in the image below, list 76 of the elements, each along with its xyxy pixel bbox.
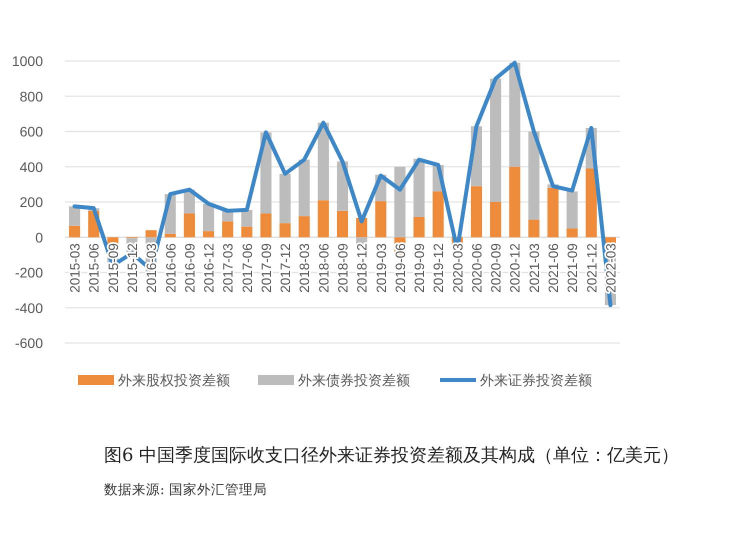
bar [509,166,520,238]
bar [280,174,291,224]
x-tick-label: 2018-12 [354,243,370,293]
x-tick-label: 2017-03 [220,243,236,293]
bar [69,226,80,238]
bar [298,160,310,216]
y-tick-label: 600 [20,124,44,140]
x-tick-label: 2019-12 [431,243,446,293]
x-tick-label: 2018-09 [336,243,350,293]
bar [394,166,406,238]
bar [146,230,157,238]
x-tick-label: 2019-03 [374,243,389,293]
y-tick-label: -200 [14,264,44,280]
x-tick-label: 2015-06 [86,243,102,293]
bar [490,78,502,202]
legend-label: 外来债券投资差额 [298,372,410,388]
bar [566,228,578,238]
bar [164,234,176,238]
y-tick-label: 400 [20,158,44,175]
x-tick-label: 2019-06 [392,243,408,293]
bar [566,191,578,228]
bar [280,223,291,238]
x-tick-label: 2016-12 [202,243,217,293]
x-tick-label: 2015-03 [68,243,83,293]
x-tick-label: 2021-09 [565,243,580,293]
bar [547,188,559,238]
text: 图6 中国季度国际收支口径外来证券投资差额及其构成（单位：亿美元） [104,445,680,466]
bar [202,204,214,232]
x-tick-label: 2017-09 [258,243,274,293]
y-tick-label: -600 [14,335,44,351]
bar [528,220,540,238]
bar [222,221,234,238]
x-tick-label: 2020-06 [469,243,484,293]
x-tick-label: 2020-12 [508,243,523,293]
bar [509,62,520,167]
y-tick-label: 0 [35,229,44,246]
bar [260,213,272,238]
x-tick-label: 2018-06 [316,243,332,293]
x-tick-label: 2022-03 [603,243,618,293]
bar [490,202,502,238]
bar [586,168,597,238]
y-tick-label: -400 [14,300,44,316]
x-tick-label: 2016-03 [144,243,160,293]
x-tick-label: 2019-09 [412,243,428,293]
x-tick-label: 2021-12 [584,243,600,293]
bar [336,210,348,238]
bar [318,200,329,238]
x-tick-label: 2016-09 [182,243,198,293]
bar [470,186,482,238]
x-tick-label: 2017-12 [278,243,294,293]
bar [69,206,80,226]
bar [375,201,386,238]
bar [298,216,310,238]
bar [202,231,214,238]
x-tick-label: 2016-06 [163,243,178,293]
x-tick-label: 2021-03 [526,243,542,293]
legend-label: 外来股权投资差额 [118,372,230,388]
legend-label: 外来证券投资差额 [480,372,592,388]
bar [432,191,444,238]
bar [241,226,252,238]
bar [414,216,425,238]
y-tick-label: 200 [20,194,44,210]
y-tick-label: 1000 [12,53,44,69]
bar [528,132,540,220]
x-tick-label: 2020-03 [450,243,466,293]
y-tick-label: 800 [20,88,44,104]
x-tick-label: 2015-12 [124,243,140,293]
bar [241,210,252,227]
source-note: 数据来源: 国家外汇管理局 [104,482,267,498]
x-tick-label: 2015-09 [106,243,121,293]
x-tick-label: 2020-09 [488,243,504,293]
x-tick-label: 2017-06 [240,243,255,293]
bar [184,213,195,238]
bar [414,158,425,217]
x-tick-label: 2018-03 [297,243,312,293]
x-tick-label: 2021-06 [546,243,562,293]
